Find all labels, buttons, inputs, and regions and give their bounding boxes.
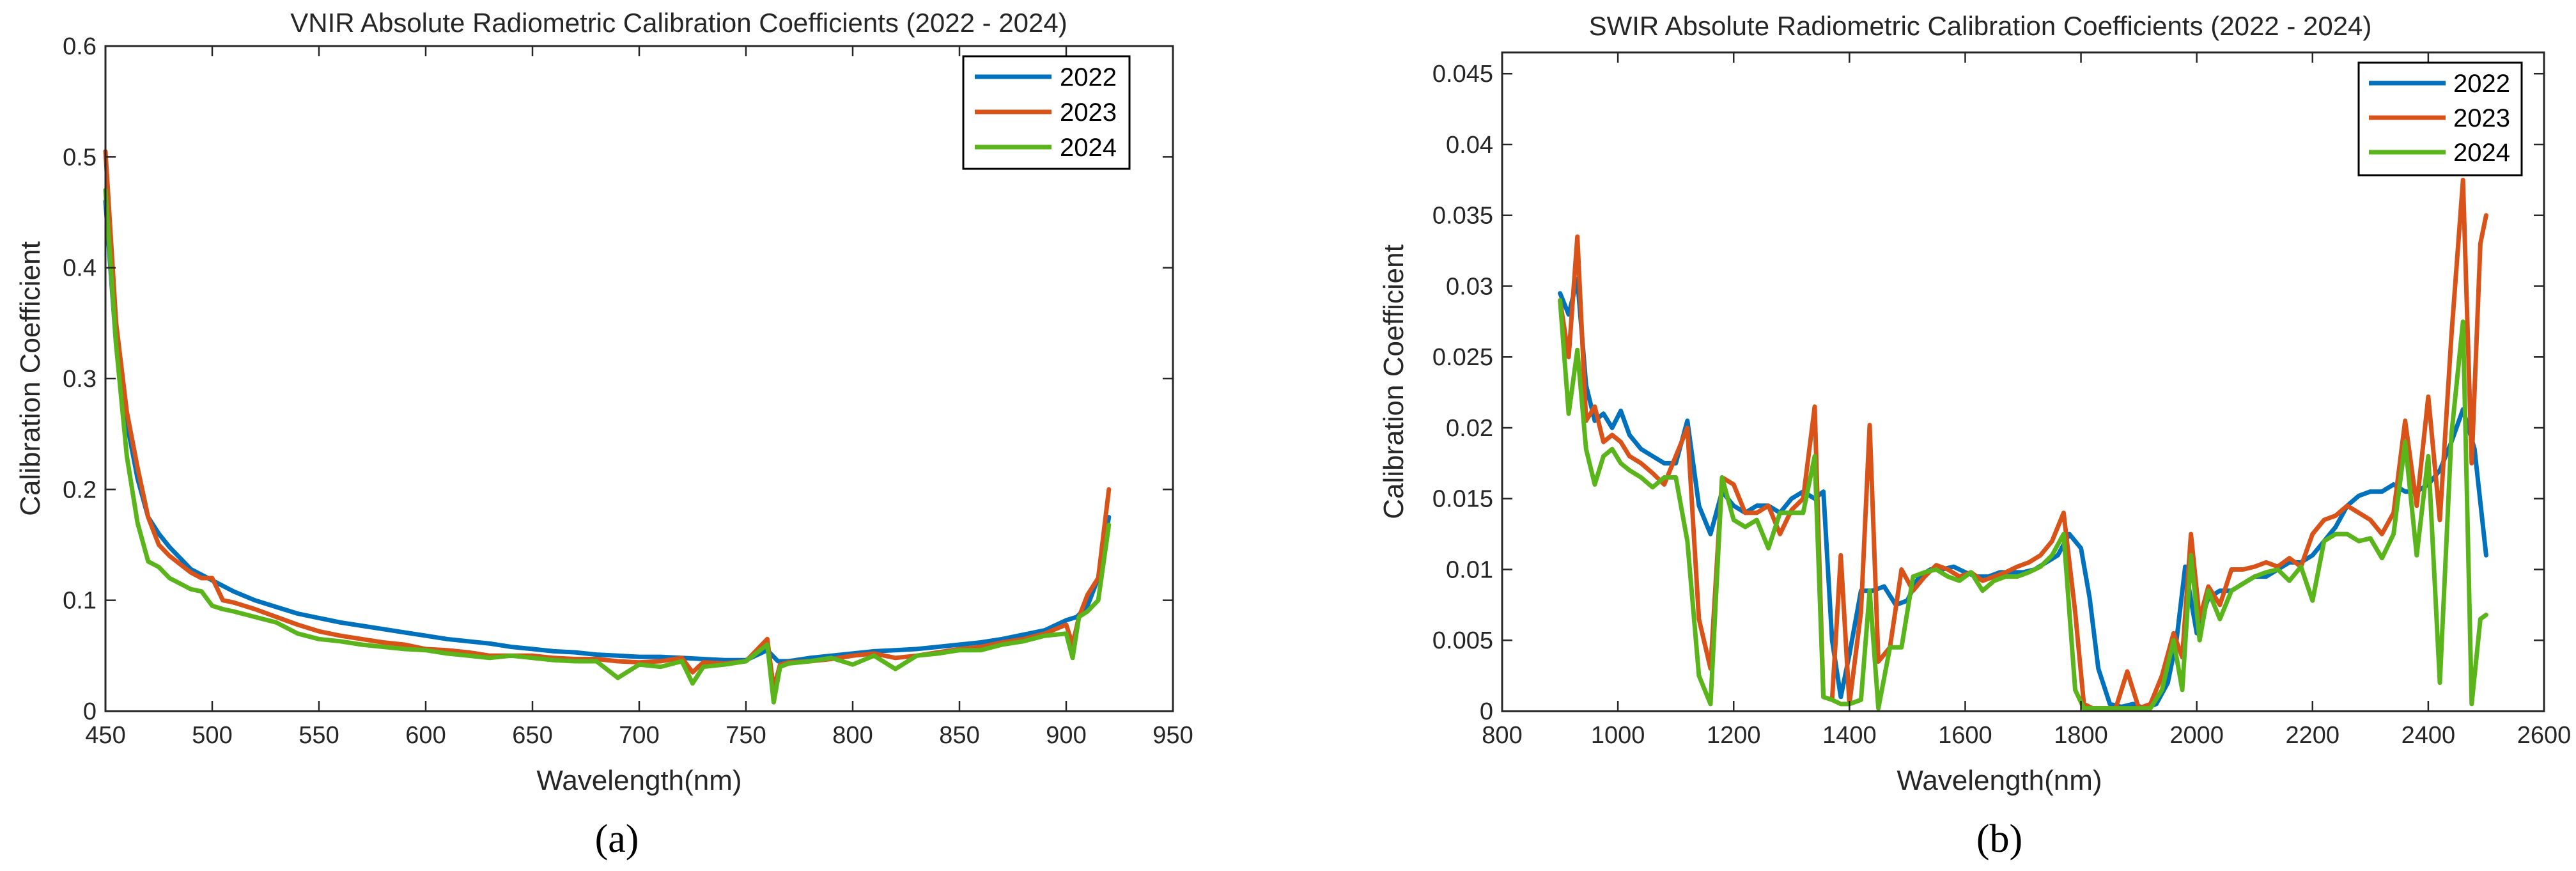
y-tick-label: 0.2 — [63, 476, 97, 503]
x-tick-label: 2000 — [2169, 722, 2224, 749]
x-tick-label: 700 — [619, 722, 659, 749]
x-tick-label: 550 — [299, 722, 339, 749]
x-tick-label: 450 — [85, 722, 125, 749]
x-axis-label: Wavelength(nm) — [536, 765, 741, 796]
chart-title: VNIR Absolute Radiometric Calibration Co… — [290, 8, 1067, 38]
y-tick-label: 0.045 — [1432, 61, 1493, 88]
legend-label-2022: 2022 — [1060, 63, 1117, 91]
x-tick-label: 1800 — [2054, 722, 2108, 749]
x-tick-label: 800 — [832, 722, 873, 749]
legend-label-2022: 2022 — [2453, 70, 2510, 98]
x-tick-label: 500 — [192, 722, 232, 749]
x-tick-label: 2200 — [2286, 722, 2340, 749]
series-line-2022 — [1558, 276, 2488, 711]
panel-label: (b) — [1976, 817, 2022, 861]
x-tick-label: 850 — [939, 722, 979, 749]
y-tick-label: 0.015 — [1432, 486, 1493, 513]
x-tick-label: 2600 — [2517, 722, 2572, 749]
y-tick-label: 0.1 — [63, 588, 97, 615]
vnir-chart: VNIR Absolute Radiometric Calibration Co… — [15, 8, 1193, 861]
chart-title: SWIR Absolute Radiometric Calibration Co… — [1589, 11, 2372, 41]
x-tick-label: 900 — [1046, 722, 1086, 749]
y-tick-label: 0.03 — [1446, 273, 1493, 300]
y-tick-label: 0.3 — [63, 366, 97, 393]
series-line-2024 — [103, 187, 1112, 705]
x-tick-label: 650 — [512, 722, 552, 749]
y-tick-label: 0.02 — [1446, 415, 1493, 442]
y-tick-label: 0.5 — [63, 144, 97, 171]
x-tick-label: 950 — [1152, 722, 1193, 749]
x-tick-label: 800 — [1482, 722, 1522, 749]
series-line-2022 — [103, 199, 1112, 664]
y-tick-label: 0.4 — [63, 255, 97, 282]
x-tick-label: 1400 — [1822, 722, 1877, 749]
legend-label-2023: 2023 — [1060, 98, 1117, 127]
y-tick-label: 0.6 — [63, 33, 97, 60]
legend-label-2023: 2023 — [2453, 104, 2510, 132]
legend: 2022 2023 2024 — [962, 55, 1131, 170]
legend-label-2024: 2024 — [1060, 134, 1117, 162]
x-tick-label: 1000 — [1591, 722, 1645, 749]
y-tick-label: 0 — [1480, 698, 1493, 725]
plot-frame — [1501, 51, 2545, 712]
series-line-2023 — [1558, 177, 2488, 711]
y-tick-label: 0.035 — [1432, 203, 1493, 230]
x-tick-label: 1200 — [1707, 722, 1761, 749]
swir-chart: SWIR Absolute Radiometric Calibration Co… — [1378, 11, 2571, 861]
x-tick-label: 1600 — [1938, 722, 1992, 749]
y-tick-label: 0.04 — [1446, 132, 1493, 159]
y-tick-label: 0.025 — [1432, 344, 1493, 371]
y-tick-label: 0 — [83, 698, 97, 725]
x-tick-label: 2400 — [2401, 722, 2456, 749]
legend: 2022 2023 2024 — [2357, 61, 2523, 177]
series-line-2023 — [103, 149, 1112, 691]
x-tick-label: 750 — [725, 722, 766, 749]
y-tick-label: 0.01 — [1446, 556, 1493, 583]
y-axis-label: Calibration Coefficient — [15, 241, 46, 516]
series-line-2024 — [1558, 298, 2488, 711]
legend-label-2024: 2024 — [2453, 139, 2510, 167]
x-tick-label: 600 — [405, 722, 446, 749]
y-tick-label: 0.005 — [1432, 627, 1493, 654]
x-axis-label: Wavelength(nm) — [1897, 765, 2102, 796]
panel-label: (a) — [595, 817, 639, 861]
y-axis-label: Calibration Coefficient — [1378, 244, 1409, 519]
